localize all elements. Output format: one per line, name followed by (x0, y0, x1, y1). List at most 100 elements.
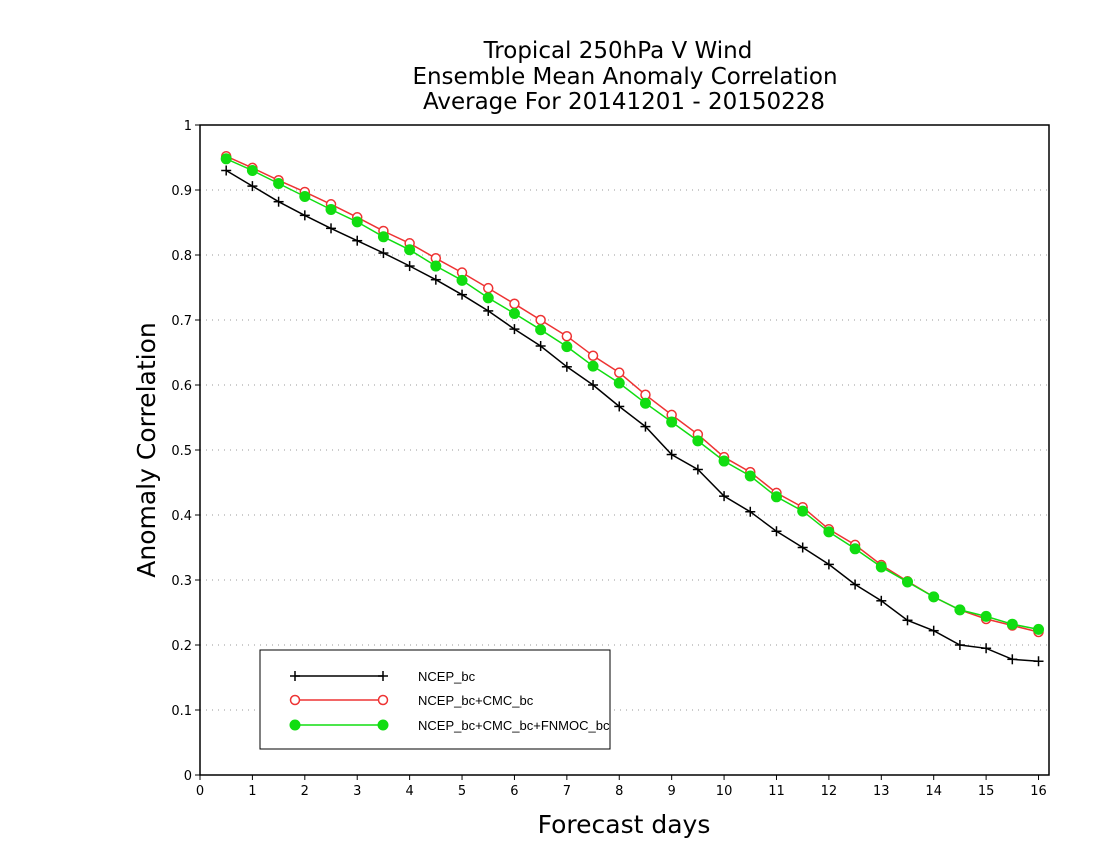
data-point (535, 314, 546, 326)
data-point (639, 397, 651, 409)
data-point (1033, 656, 1044, 667)
data-point (247, 181, 258, 192)
data-point (588, 380, 599, 390)
y-axis-title: Anomaly Correlation (132, 322, 161, 577)
legend-label: NCEP_bc+CMC_bc (418, 693, 534, 708)
data-point (299, 210, 310, 221)
x-tick-label: 5 (458, 784, 466, 799)
data-point (823, 559, 834, 570)
data-point (326, 223, 337, 234)
data-point (509, 298, 520, 309)
y-tick-label: 0.7 (171, 314, 192, 329)
data-point (535, 324, 547, 336)
series-1 (221, 165, 1044, 667)
x-tick-label: 16 (1030, 784, 1047, 799)
y-tick-label: 0.6 (171, 379, 192, 394)
gridlines (200, 189, 1049, 711)
data-point (325, 204, 337, 215)
data-point (692, 464, 703, 475)
data-point (430, 274, 441, 285)
data-point (744, 470, 756, 482)
data-point (666, 449, 677, 460)
data-point (273, 196, 284, 207)
data-point (587, 360, 599, 372)
legend-marker (378, 671, 388, 681)
data-point (482, 292, 494, 304)
data-point (614, 401, 625, 412)
data-point (875, 561, 887, 573)
data-point (483, 305, 494, 316)
data-point (273, 178, 285, 189)
data-point (508, 308, 520, 319)
data-point (351, 216, 363, 228)
x-axis-title: Forecast days (538, 810, 711, 839)
legend-item: NCEP_bc+CMC_bc+FNMOC_bc (289, 718, 610, 733)
legend-label: NCEP_bc+CMC_bc+FNMOC_bc (418, 718, 610, 733)
series-line (225, 169, 1039, 663)
data-point (614, 367, 625, 378)
y-tick-label: 0.2 (171, 639, 192, 654)
data-point (1033, 623, 1045, 635)
data-point (928, 625, 939, 636)
data-point (849, 543, 861, 555)
data-point (876, 595, 887, 606)
legend-marker (290, 671, 300, 681)
x-tick-label: 14 (925, 784, 942, 799)
legend-item: NCEP_bc+CMC_bc (289, 693, 534, 708)
x-tick-label: 3 (353, 784, 361, 799)
data-point (902, 576, 913, 588)
x-tick-label: 15 (978, 784, 995, 799)
data-point (692, 435, 704, 447)
legend: NCEP_bc NCEP_bc+CMC_bc NCEP_bc+CMC_bc+FNMO… (259, 649, 611, 750)
data-point (299, 191, 311, 202)
x-tick-label: 12 (821, 784, 838, 799)
data-point (745, 506, 756, 517)
data-point (509, 324, 520, 335)
series-line (225, 155, 1039, 633)
y-tick-label: 1 (184, 119, 192, 134)
y-tick-label: 0.4 (171, 509, 192, 524)
data-point (377, 231, 389, 243)
y-tick-label: 0.9 (171, 184, 192, 199)
data-point (613, 377, 625, 389)
data-point (718, 455, 730, 467)
x-tick-label: 0 (196, 784, 204, 799)
chart-title-line-2: Ensemble Mean Anomaly Correlation (412, 64, 837, 90)
data-point (561, 341, 573, 353)
data-point (954, 604, 966, 616)
data-point (902, 615, 913, 626)
chart-title-line-1: Tropical 250hPa V Wind (483, 38, 753, 64)
x-tick-label: 8 (615, 784, 623, 799)
data-point (719, 491, 730, 502)
data-point (457, 289, 468, 300)
y-tick-label: 0.1 (171, 704, 192, 719)
chart-title: Tropical 250hPa V Wind Ensemble Mean Ano… (412, 38, 837, 115)
x-tick-label: 6 (510, 784, 518, 799)
data-point (771, 526, 782, 537)
x-tick-label: 13 (873, 784, 890, 799)
data-point (404, 244, 416, 256)
series-3 (220, 153, 1045, 635)
data-point (850, 579, 861, 590)
data-point (561, 331, 573, 342)
data-point (404, 261, 415, 272)
x-axis: 0 1 2 3 4 5 6 7 8 9 10 11 12 13 14 15 16 (196, 775, 1047, 799)
data-point (535, 341, 546, 351)
data-point (981, 643, 992, 654)
x-tick-label: 2 (301, 784, 309, 799)
legend-item: NCEP_bc (290, 669, 476, 684)
legend-marker (289, 694, 301, 706)
y-tick-label: 0.5 (171, 444, 192, 459)
data-point (823, 526, 835, 538)
data-point (797, 505, 809, 517)
series-line (225, 158, 1039, 631)
data-point (980, 610, 992, 622)
y-axis: 0 0.1 0.2 0.3 0.4 0.5 0.6 0.7 0.8 0.9 1 (171, 119, 200, 784)
x-tick-label: 1 (248, 784, 256, 799)
data-point (246, 165, 258, 176)
legend-marker (289, 719, 301, 731)
data-point (352, 235, 363, 246)
legend-marker (377, 694, 389, 706)
data-point (378, 248, 389, 259)
